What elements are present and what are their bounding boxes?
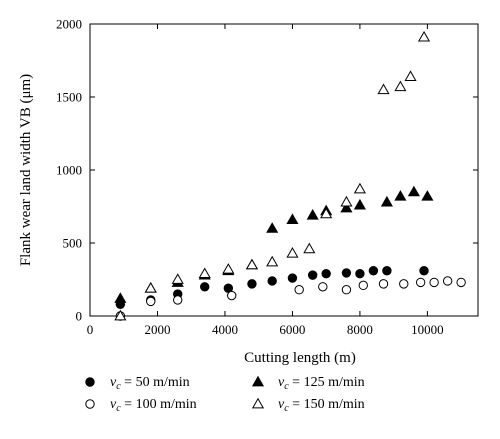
legend-marker xyxy=(251,375,265,387)
data-point xyxy=(394,80,407,92)
data-point xyxy=(429,277,439,288)
data-point xyxy=(318,282,328,292)
legend-label: vc = 125 m/min xyxy=(278,375,365,392)
legend-item: vc = 150 m/min xyxy=(251,397,365,414)
data-point xyxy=(353,182,366,194)
data-point xyxy=(407,185,420,197)
data-point xyxy=(307,270,318,280)
data-point xyxy=(286,247,299,258)
data-point xyxy=(222,263,235,274)
legend-label: vc = 50 m/min xyxy=(110,375,190,392)
data-point xyxy=(171,273,184,284)
data-point xyxy=(394,190,407,201)
data-point xyxy=(442,276,453,286)
data-point xyxy=(173,295,183,305)
data-point xyxy=(245,258,259,270)
data-point xyxy=(306,209,319,220)
data-point xyxy=(340,195,353,207)
data-point xyxy=(417,30,431,42)
legend-label: vc = 100 m/min xyxy=(110,397,197,414)
x-axis-label: Cutting length (m) xyxy=(244,350,356,366)
data-point xyxy=(456,277,466,288)
y-tick-label: 1000 xyxy=(56,163,82,178)
data-point xyxy=(380,195,393,207)
data-point xyxy=(355,268,365,279)
x-tick-label: 8000 xyxy=(347,322,373,337)
y-axis-ticks: 0 500 1000 1500 2000 xyxy=(56,17,478,324)
data-point xyxy=(267,276,277,286)
y-tick-label: 500 xyxy=(63,236,83,251)
data-point xyxy=(341,285,352,295)
data-point xyxy=(415,277,426,288)
data-point xyxy=(358,280,368,291)
data-point xyxy=(368,266,379,276)
data-point xyxy=(294,285,304,295)
data-point xyxy=(200,282,210,292)
y-tick-label: 1500 xyxy=(56,90,82,105)
data-point xyxy=(227,290,237,301)
legend-marker xyxy=(85,377,95,387)
series-4 xyxy=(114,30,431,321)
data-point xyxy=(353,198,366,210)
series-2 xyxy=(115,276,466,321)
data-point xyxy=(286,213,299,225)
x-axis-ticks: 0 2000 4000 6000 8000 10000 xyxy=(87,24,444,337)
y-tick-label: 0 xyxy=(76,309,83,324)
legend-item: vc = 50 m/min xyxy=(85,375,190,392)
legend-label: vc = 150 m/min xyxy=(278,397,365,414)
y-tick-label: 2000 xyxy=(56,17,82,32)
data-point xyxy=(341,268,352,278)
data-points xyxy=(114,30,466,321)
legend-marker xyxy=(85,399,95,409)
data-point xyxy=(303,242,316,254)
data-point xyxy=(421,190,434,201)
data-point xyxy=(404,70,417,81)
y-axis-label: Flank wear land width VB (μm) xyxy=(18,74,34,266)
data-point xyxy=(198,267,211,279)
x-tick-label: 6000 xyxy=(279,322,305,337)
data-point xyxy=(378,279,389,289)
data-point xyxy=(320,207,333,219)
data-point xyxy=(266,255,279,267)
data-point xyxy=(287,273,298,283)
data-point xyxy=(114,309,127,321)
data-point xyxy=(114,292,127,303)
x-tick-label: 10000 xyxy=(411,322,444,337)
legend-marker xyxy=(251,397,265,409)
data-point xyxy=(146,296,156,307)
data-point xyxy=(377,83,390,95)
data-point xyxy=(340,201,353,213)
data-point xyxy=(419,266,429,276)
legend-item: vc = 100 m/min xyxy=(85,397,197,414)
legend: vc = 50 m/min vc = 100 m/min vc = 125 m/mi… xyxy=(85,375,365,414)
data-point xyxy=(321,268,331,279)
x-tick-label: 2000 xyxy=(144,322,170,337)
legend-item: vc = 125 m/min xyxy=(251,375,365,392)
data-point xyxy=(399,279,409,289)
data-point xyxy=(247,279,257,289)
x-tick-label: 0 xyxy=(87,322,94,337)
data-point xyxy=(144,282,157,293)
data-point xyxy=(382,266,392,276)
data-point xyxy=(266,222,279,233)
x-tick-label: 4000 xyxy=(212,322,238,337)
